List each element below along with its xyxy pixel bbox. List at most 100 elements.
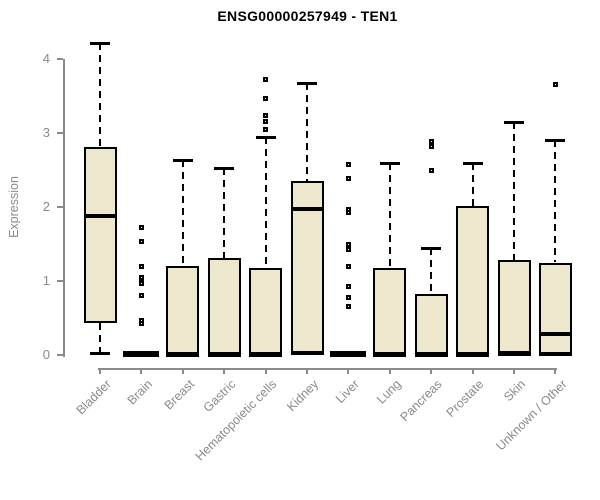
upper-whisker-cap	[462, 161, 483, 165]
box-iqr	[456, 206, 490, 355]
outlier-point	[345, 175, 351, 181]
x-tick-label: Gastric	[200, 377, 239, 415]
box-iqr	[414, 294, 448, 355]
outlier-point	[428, 143, 434, 149]
outlier-point	[138, 321, 144, 327]
upper-whisker	[181, 159, 184, 267]
box-bottom-edge	[290, 350, 324, 355]
upper-whisker-cap	[90, 41, 110, 45]
box-iqr	[373, 268, 407, 355]
x-tick-label: Hematopoietic cells	[192, 377, 280, 464]
upper-whisker	[99, 42, 101, 148]
median-line	[538, 332, 572, 337]
outlier-point	[263, 95, 269, 101]
box-iqr	[538, 262, 572, 354]
x-axis-tick	[181, 368, 184, 374]
x-tick-label: Kidney	[283, 377, 321, 414]
y-tick-label: 1	[42, 273, 50, 288]
median-line	[497, 350, 531, 355]
y-tick-label: 2	[42, 199, 50, 214]
upper-whisker-cap	[421, 246, 442, 250]
upper-whisker-cap	[255, 135, 276, 139]
y-axis-line	[63, 59, 65, 357]
outlier-point	[428, 167, 434, 173]
outlier-point	[428, 138, 434, 144]
x-axis-tick	[513, 368, 515, 374]
x-tick-label: Pancreas	[397, 377, 446, 425]
x-axis-tick	[388, 368, 391, 374]
median-line	[414, 351, 448, 356]
outlier-point	[138, 239, 144, 245]
lower-whisker	[99, 323, 101, 354]
x-axis-tick	[264, 368, 267, 374]
y-tick-label: 0	[42, 347, 50, 362]
upper-whisker	[471, 162, 474, 207]
y-axis-tick	[57, 132, 63, 134]
upper-whisker	[430, 247, 433, 295]
median-line	[207, 351, 241, 356]
y-axis-tick	[57, 206, 63, 208]
x-axis-line	[98, 368, 558, 370]
y-axis-title: Expression	[7, 176, 21, 238]
upper-whisker-cap	[297, 81, 317, 85]
x-tick-label: Lung	[374, 377, 404, 407]
x-tick-label: Skin	[500, 377, 528, 405]
median-line	[249, 351, 283, 356]
upper-whisker	[513, 121, 515, 261]
x-tick-label: Prostate	[443, 377, 487, 420]
y-tick-label: 4	[42, 51, 50, 66]
outlier-point	[345, 294, 351, 300]
median-line	[290, 207, 324, 212]
outlier-point	[263, 118, 269, 124]
outlier-point	[263, 112, 269, 118]
outlier-point	[345, 284, 351, 290]
y-axis-tick	[57, 58, 63, 60]
x-axis-tick	[471, 368, 474, 374]
outlier-point	[138, 264, 144, 270]
median-line	[83, 213, 117, 218]
upper-whisker	[554, 139, 557, 263]
lower-whisker-cap	[90, 351, 110, 355]
outlier-point	[263, 126, 269, 132]
outlier-point	[345, 303, 351, 309]
upper-whisker-cap	[504, 120, 524, 124]
y-tick-label: 3	[42, 125, 50, 140]
x-axis-tick	[306, 368, 308, 374]
outlier-point	[138, 292, 144, 298]
median-line	[330, 351, 367, 358]
x-axis-tick	[430, 368, 433, 374]
chart-title: ENSG00000257949 - TEN1	[217, 8, 398, 24]
outlier-point	[138, 225, 144, 231]
box-iqr	[249, 267, 283, 355]
outlier-point	[345, 241, 351, 247]
upper-whisker-cap	[545, 138, 566, 142]
x-tick-label: Bladder	[73, 377, 114, 418]
x-axis-tick	[223, 368, 226, 374]
x-axis-tick	[140, 368, 143, 374]
box-iqr	[166, 266, 200, 355]
outlier-point	[345, 161, 351, 167]
x-tick-label: Brain	[124, 377, 156, 408]
upper-whisker-cap	[379, 161, 400, 165]
upper-whisker	[223, 167, 226, 259]
upper-whisker-cap	[172, 158, 193, 162]
median-line	[166, 351, 200, 356]
x-axis-tick	[99, 368, 101, 374]
x-tick-label: Breast	[161, 377, 197, 413]
outlier-point	[345, 210, 351, 216]
box-iqr	[497, 260, 531, 354]
box-iqr	[83, 147, 117, 324]
median-line	[456, 351, 490, 356]
upper-whisker	[388, 162, 391, 269]
box-bottom-edge	[538, 351, 572, 356]
box-iqr	[207, 258, 241, 355]
median-line	[373, 351, 407, 356]
upper-whisker	[306, 82, 308, 182]
outlier-point	[263, 77, 269, 83]
upper-whisker	[264, 136, 267, 268]
x-tick-label: Liver	[333, 377, 363, 407]
outlier-point	[345, 263, 351, 269]
x-axis-tick	[554, 368, 557, 374]
x-tick-label: Unknown / Other	[493, 377, 570, 454]
